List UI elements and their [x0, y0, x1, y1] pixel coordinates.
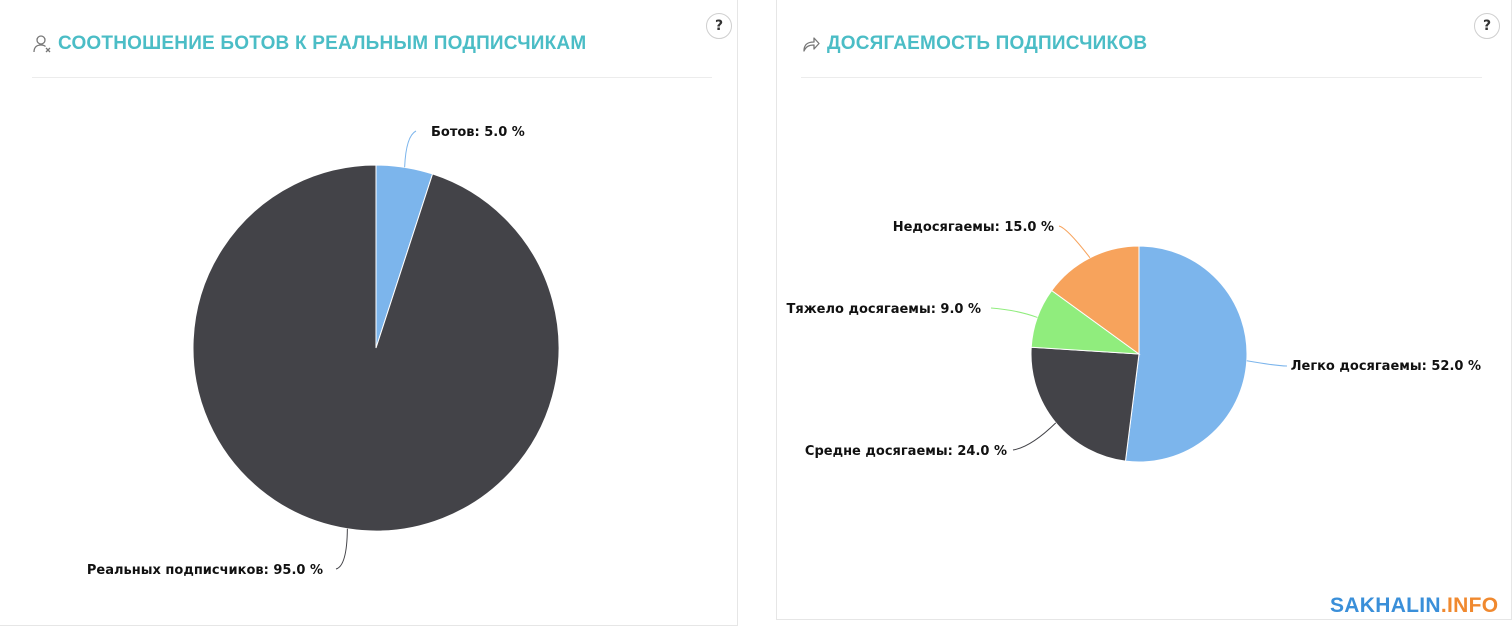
pie-label-1-2: Тяжело досягаемы: 9.0 %: [787, 302, 982, 317]
pie-slice-1-0[interactable]: [1124, 245, 1248, 463]
reach-header: ДОСЯГАЕМОСТЬ ПОДПИСЧИКОВ: [801, 30, 1147, 58]
pie-label-0-0: Ботов: 5.0 %: [431, 125, 525, 140]
pie-label-1-1: Средне досягаемы: 24.0 %: [805, 444, 1007, 459]
watermark-main: SAKHALIN: [1330, 594, 1441, 617]
bots-panel: ? СООТНОШЕНИЕ БОТОВ К РЕАЛЬНЫМ ПОДПИСЧИК…: [0, 0, 738, 626]
bots-help-button[interactable]: ?: [706, 13, 732, 39]
pie-connector-1-2: [990, 307, 1038, 318]
reach-divider: [801, 77, 1482, 78]
pie-connector-1-1: [1012, 422, 1057, 451]
watermark-dot: .INFO: [1440, 594, 1499, 617]
reach-title: ДОСЯГАЕМОСТЬ ПОДПИСЧИКОВ: [827, 33, 1148, 54]
bots-title: СООТНОШЕНИЕ БОТОВ К РЕАЛЬНЫМ ПОДПИСЧИКАМ: [58, 33, 587, 54]
bots-divider: [32, 77, 712, 78]
reach-help-button[interactable]: ?: [1474, 13, 1500, 39]
pie-label-1-0: Легко досягаемы: 52.0 %: [1291, 359, 1481, 374]
reach-pie-chart: Легко досягаемы: 52.0 % Средне досягаемы:…: [787, 220, 1481, 463]
bots-header: СООТНОШЕНИЕ БОТОВ К РЕАЛЬНЫМ ПОДПИСЧИКАМ: [32, 30, 586, 58]
pie-connector-0-1: [335, 528, 348, 570]
share-arrow-icon: [803, 37, 820, 52]
user-x-icon: [33, 35, 51, 53]
pie-connector-1-3: [1058, 225, 1091, 259]
pie-connector-1-0: [1246, 360, 1288, 367]
watermark-logo[interactable]: SAKHALIN.INFO: [1330, 594, 1498, 618]
pie-slice-0-1[interactable]: [192, 164, 560, 532]
pie-label-0-1: Реальных подписчиков: 95.0 %: [87, 563, 323, 578]
pie-label-1-3: Недосягаемы: 15.0 %: [893, 220, 1054, 235]
pie-slice-1-1[interactable]: [1030, 346, 1140, 462]
pie-connector-0-0: [404, 130, 417, 168]
reach-panel: ? ДОСЯГАЕМОСТЬ ПОДПИСЧИКОВ Легко досягае…: [776, 0, 1512, 620]
bots-pie-chart: Ботов: 5.0 % Реальных подписчиков: 95.0 %: [87, 125, 560, 578]
